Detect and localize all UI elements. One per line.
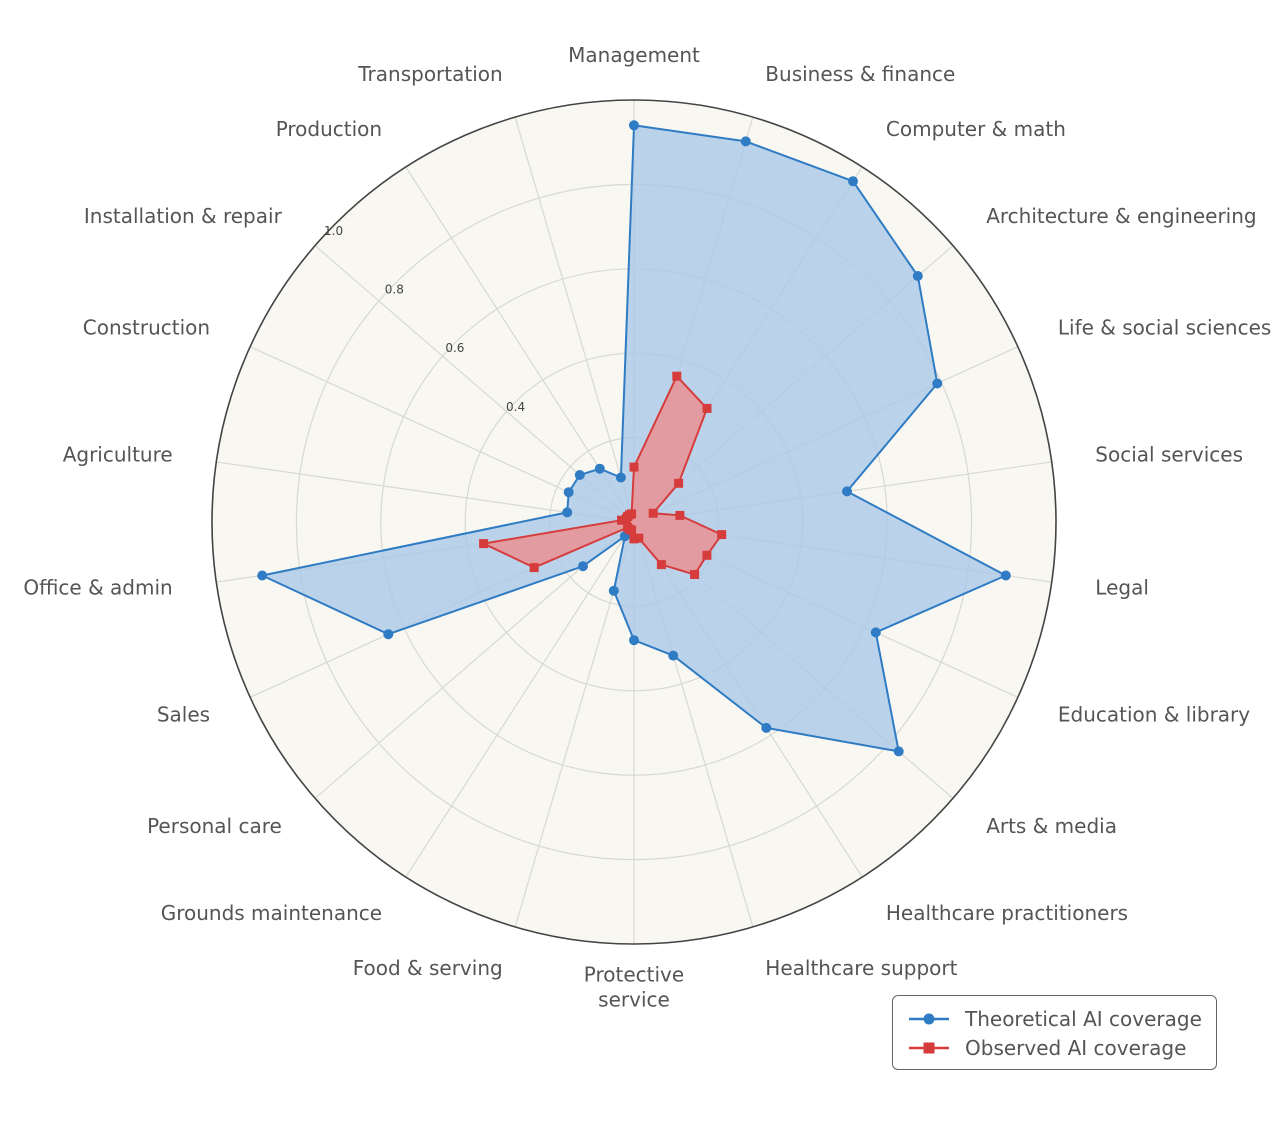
category-label: Construction (83, 315, 210, 339)
data-point-observed (672, 371, 682, 381)
data-point-observed (690, 570, 700, 579)
category-label: Legal (1095, 575, 1149, 599)
data-point-theoretical (870, 627, 881, 638)
data-point-theoretical (848, 176, 858, 187)
data-point-theoretical (563, 487, 574, 498)
tick-label: 0.8 (385, 283, 404, 297)
data-point-observed (675, 510, 685, 520)
data-point-theoretical (562, 507, 573, 518)
tick-label: 0.4 (506, 400, 525, 414)
category-label: Installation & repair (84, 203, 283, 227)
legend-item-observed: Observed AI coverage (907, 1033, 1202, 1062)
category-label: Education & library (1058, 702, 1250, 726)
category-label: Food & serving (353, 956, 503, 980)
data-point-observed (627, 509, 637, 519)
data-point-observed (674, 478, 684, 488)
tick-label: 1.0 (324, 224, 343, 238)
series-observed (479, 371, 727, 579)
data-point-observed (529, 563, 539, 573)
tick-label: 0.6 (445, 341, 464, 355)
data-point-theoretical (257, 570, 268, 581)
data-point-theoretical (740, 136, 751, 147)
plot-outline (211, 99, 1057, 945)
data-point-observed (479, 539, 489, 549)
data-point-theoretical (1000, 570, 1011, 581)
data-point-observed (629, 462, 639, 472)
category-label: Office & admin (23, 575, 172, 599)
category-label: Management (568, 43, 700, 67)
category-label: Healthcare support (765, 956, 957, 980)
category-label: Transportation (357, 61, 502, 85)
data-point-observed (702, 550, 712, 560)
legend: Theoretical AI coverage Observed AI cove… (892, 995, 1217, 1070)
data-point-theoretical (842, 486, 852, 497)
category-label: Business & finance (765, 61, 955, 85)
data-point-observed (617, 515, 626, 525)
data-point-observed (717, 530, 727, 540)
category-label: Sales (157, 702, 210, 726)
data-point-theoretical (629, 635, 639, 646)
category-label: Agriculture (63, 442, 173, 466)
category-label: Arts & media (986, 814, 1117, 838)
data-point-theoretical (912, 271, 923, 281)
category-label: Computer & math (886, 117, 1066, 141)
category-label: Grounds maintenance (161, 901, 382, 925)
legend-label-observed: Observed AI coverage (965, 1035, 1187, 1060)
category-label: Personal care (147, 814, 282, 838)
data-point-observed (634, 533, 644, 543)
category-labels: Management Business & finance Computer & m… (23, 43, 1271, 1012)
data-point-theoretical (893, 746, 904, 757)
square-marker-icon (909, 1042, 949, 1053)
data-point-observed (656, 560, 666, 570)
data-point-theoretical (761, 722, 772, 733)
circle-marker-icon (909, 1013, 949, 1024)
data-point-observed (623, 523, 633, 532)
data-point-observed (648, 508, 658, 518)
legend-label-theoretical: Theoretical AI coverage (965, 1006, 1202, 1031)
category-label: Social services (1095, 442, 1243, 466)
data-point-theoretical (629, 120, 639, 131)
series-theoretical (257, 120, 1011, 757)
category-label: Life & social sciences (1058, 315, 1271, 339)
legend-item-theoretical: Theoretical AI coverage (907, 1004, 1202, 1033)
data-point-theoretical (615, 472, 626, 483)
series-layer (257, 120, 1011, 757)
data-point-theoretical (578, 561, 588, 572)
data-point-observed (702, 403, 712, 413)
data-point-theoretical (574, 470, 585, 480)
grid-spoke (405, 521, 635, 878)
data-point-observed (629, 534, 639, 544)
category-label: Production (276, 117, 382, 141)
category-label: Architecture & engineering (986, 203, 1256, 227)
category-label: Protective service (584, 962, 684, 1011)
grid-spoke (405, 166, 635, 523)
category-label: Healthcare practitioners (886, 901, 1128, 925)
data-point-theoretical (383, 629, 394, 640)
data-point-theoretical (594, 463, 605, 474)
data-point-theoretical (932, 378, 943, 389)
radial-tick-labels: 0.4 0.6 0.8 1.0 (324, 224, 525, 414)
grid-spoke (514, 116, 635, 523)
data-point-theoretical (668, 650, 679, 661)
data-point-theoretical (608, 585, 619, 596)
